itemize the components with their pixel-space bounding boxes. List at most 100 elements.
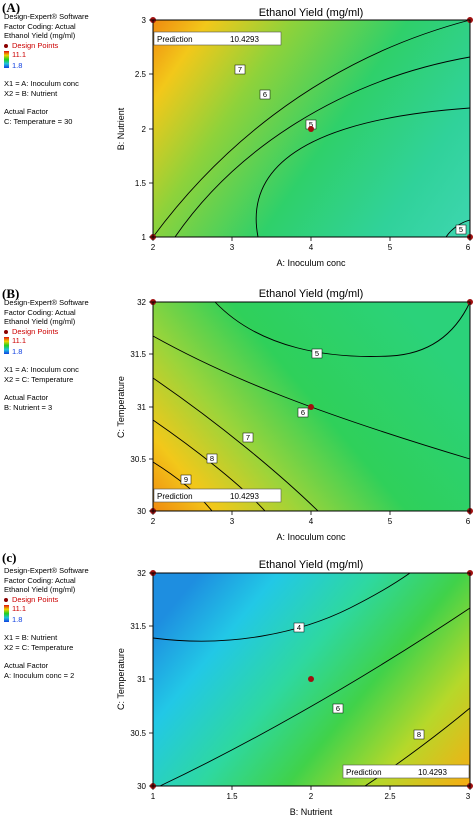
y-tick-label: 1 [142,233,147,242]
y-axis-label: B: Nutrient [116,107,126,150]
contour-line-6 [159,607,471,787]
y-tick-label: 30 [137,782,146,791]
response-label: Ethanol Yield (mg/ml) [4,317,76,326]
y-tick-label: 31.5 [130,350,146,359]
color-min-label: 1.8 [12,61,23,70]
contour-line-7 [152,377,319,512]
x-tick-label: 5 [388,243,393,252]
color-max-label: 11.1 [12,50,27,59]
contour-label-9: 9 [180,474,192,485]
y-tick-label: 30.5 [130,729,146,738]
actual-factor-title: Actual Factor [4,107,49,116]
contour-label-6: 6 [297,407,309,418]
chart-title: Ethanol Yield (mg/ml) [259,559,364,571]
factor-coding-label: Factor Coding: Actual [4,575,76,585]
x-tick-label: 2 [309,792,314,801]
y-tick-label: 3 [142,16,147,25]
plot-frame [152,301,471,512]
x-tick-label: 3 [230,243,235,252]
contour-label-4: 4 [293,622,305,633]
x-tick-label: 3 [466,792,471,801]
contour-line-6 [174,56,471,238]
design-point [308,404,314,410]
contour-label-6: 6 [259,89,271,100]
x2-label: X2 = C: Temperature [4,642,74,652]
contour-label-8: 8 [206,453,218,464]
color-min-label: 1.8 [12,347,23,356]
x-tick-label: 6 [466,243,471,252]
y-tick-label: 30 [137,507,146,516]
y-tick-label: 2.5 [135,70,147,79]
svg-text:8: 8 [417,730,421,739]
software-label: Design-Expert® Software [4,12,89,21]
y-tick-label: 1.5 [135,179,147,188]
svg-text:5: 5 [309,120,313,129]
prediction-box: Prediction 10.4293 [153,31,282,46]
contour-label-6: 6 [332,703,344,714]
design-point-icon [4,329,8,334]
x-tick-label: 5 [388,517,393,526]
design-points-legend: Design Points [4,595,144,605]
x1-label: X1 = A: Inoculum conc [4,365,79,374]
prediction-box: Prediction 10.4293 [153,488,282,503]
panel-b: (B) Design-Expert® Software Factor Codin… [0,274,474,548]
actual-factor-title: Actual Factor [4,393,49,402]
contour-chart-b: 5 6 7 8 9 Prediction 10.4293 Ethanol Yie… [116,288,473,542]
response-label: Ethanol Yield (mg/ml) [4,585,76,594]
actual-factor-value: A: Inoculum conc = 2 [4,670,75,680]
x-tick-label: 2 [151,243,156,252]
prediction-box: Prediction 10.4293 [342,764,470,779]
prediction-label: Prediction [157,492,193,501]
x2-label: X2 = B: Nutrient [4,88,58,98]
plot-frame [152,572,471,787]
factor-coding-label: Factor Coding: Actual [4,21,76,31]
prediction-value: 10.4293 [230,492,259,501]
svg-text:9: 9 [184,475,188,484]
color-min-label: 1.8 [12,615,23,624]
contour-label-5b: 5 [455,224,467,235]
contour-label-8: 8 [413,729,425,740]
contour-chart-a: 7 6 5 5 Prediction 10.4293 Ethanol Yield… [116,7,473,268]
contour-line-6 [152,335,471,460]
svg-text:4: 4 [297,623,301,632]
contour-chart-c: 4 6 8 Prediction 10.4293 Ethanol Yield (… [116,559,473,817]
y-tick-label: 30.5 [130,455,146,464]
contour-label-7: 7 [242,432,254,443]
x-axis-label: B: Nutrient [290,807,333,817]
x-tick-label: 2.5 [384,792,396,801]
contour-line-5 [255,107,471,238]
design-points-label: Design Points [12,40,59,50]
software-label: Design-Expert® Software [4,566,89,575]
color-legend: 11.1 1.8 [4,51,144,70]
svg-text:5: 5 [315,349,319,358]
y-axis-label: C: Temperature [116,376,126,438]
x2-label: X2 = C: Temperature [4,374,74,384]
contour-line-4 [152,572,411,642]
x1-label: X1 = A: Inoculum conc [4,79,79,88]
y-axis-label: C: Temperature [116,648,126,710]
prediction-value: 10.4293 [230,35,259,44]
panel-c: (c) Design-Expert® Software Factor Codin… [0,548,474,822]
design-points-legend: Design Points [4,41,144,51]
colorbar-gradient [4,51,9,68]
color-max-label: 11.1 [12,336,27,345]
svg-text:6: 6 [263,90,267,99]
svg-text:6: 6 [301,408,305,417]
design-points-label: Design Points [12,326,59,336]
panel-tag: (c) [2,550,17,565]
sidebar-info: Design-Expert® Software Factor Coding: A… [4,566,144,680]
factor-coding-label: Factor Coding: Actual [4,307,76,317]
design-point [308,676,314,682]
panel-tag: (B) [2,286,20,301]
svg-text:7: 7 [246,433,250,442]
x-axis-label: A: Inoculum conc [276,258,346,268]
y-tick-label: 31 [137,403,146,412]
response-label: Ethanol Yield (mg/ml) [4,31,76,40]
y-tick-label: 31 [137,675,146,684]
colorbar-gradient [4,337,9,354]
contour-label-5: 5 [311,348,323,359]
panel-tag: (A) [2,0,21,15]
y-tick-label: 32 [137,298,146,307]
panel-a: (A) Design-Expert® Software Factor Codin… [0,0,474,274]
y-tick-label: 2 [142,125,147,134]
